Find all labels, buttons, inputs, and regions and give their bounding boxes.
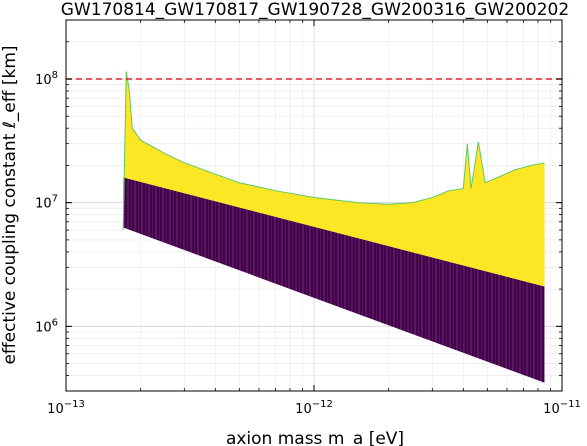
x-axis-label-text: axion mass m_a [eV] — [226, 429, 404, 446]
x-tick-label: 10−12 — [295, 399, 333, 417]
y-tick-label: 107 — [35, 194, 58, 212]
y-tick-label: 106 — [35, 317, 58, 335]
x-axis-label: axion mass m_a [eV] — [226, 429, 404, 446]
excluded-region — [123, 71, 545, 287]
allowed-region — [123, 177, 545, 383]
plot-area — [66, 71, 562, 383]
boundary-curve — [122, 71, 545, 231]
x-tick-label: 10−13 — [47, 399, 85, 417]
ticks: 10−13 10−12 10−11 106 107 108 — [35, 19, 581, 417]
x-tick-label: 10−11 — [543, 399, 581, 417]
chart-title: GW170814_GW170817_GW190728_GW200316_GW20… — [61, 0, 569, 20]
y-axis-label-text: effective coupling constant ℓ_eff [km] — [0, 45, 20, 364]
y-axis-label: effective coupling constant ℓ_eff [km] — [0, 45, 20, 364]
y-tick-label: 108 — [35, 70, 58, 88]
